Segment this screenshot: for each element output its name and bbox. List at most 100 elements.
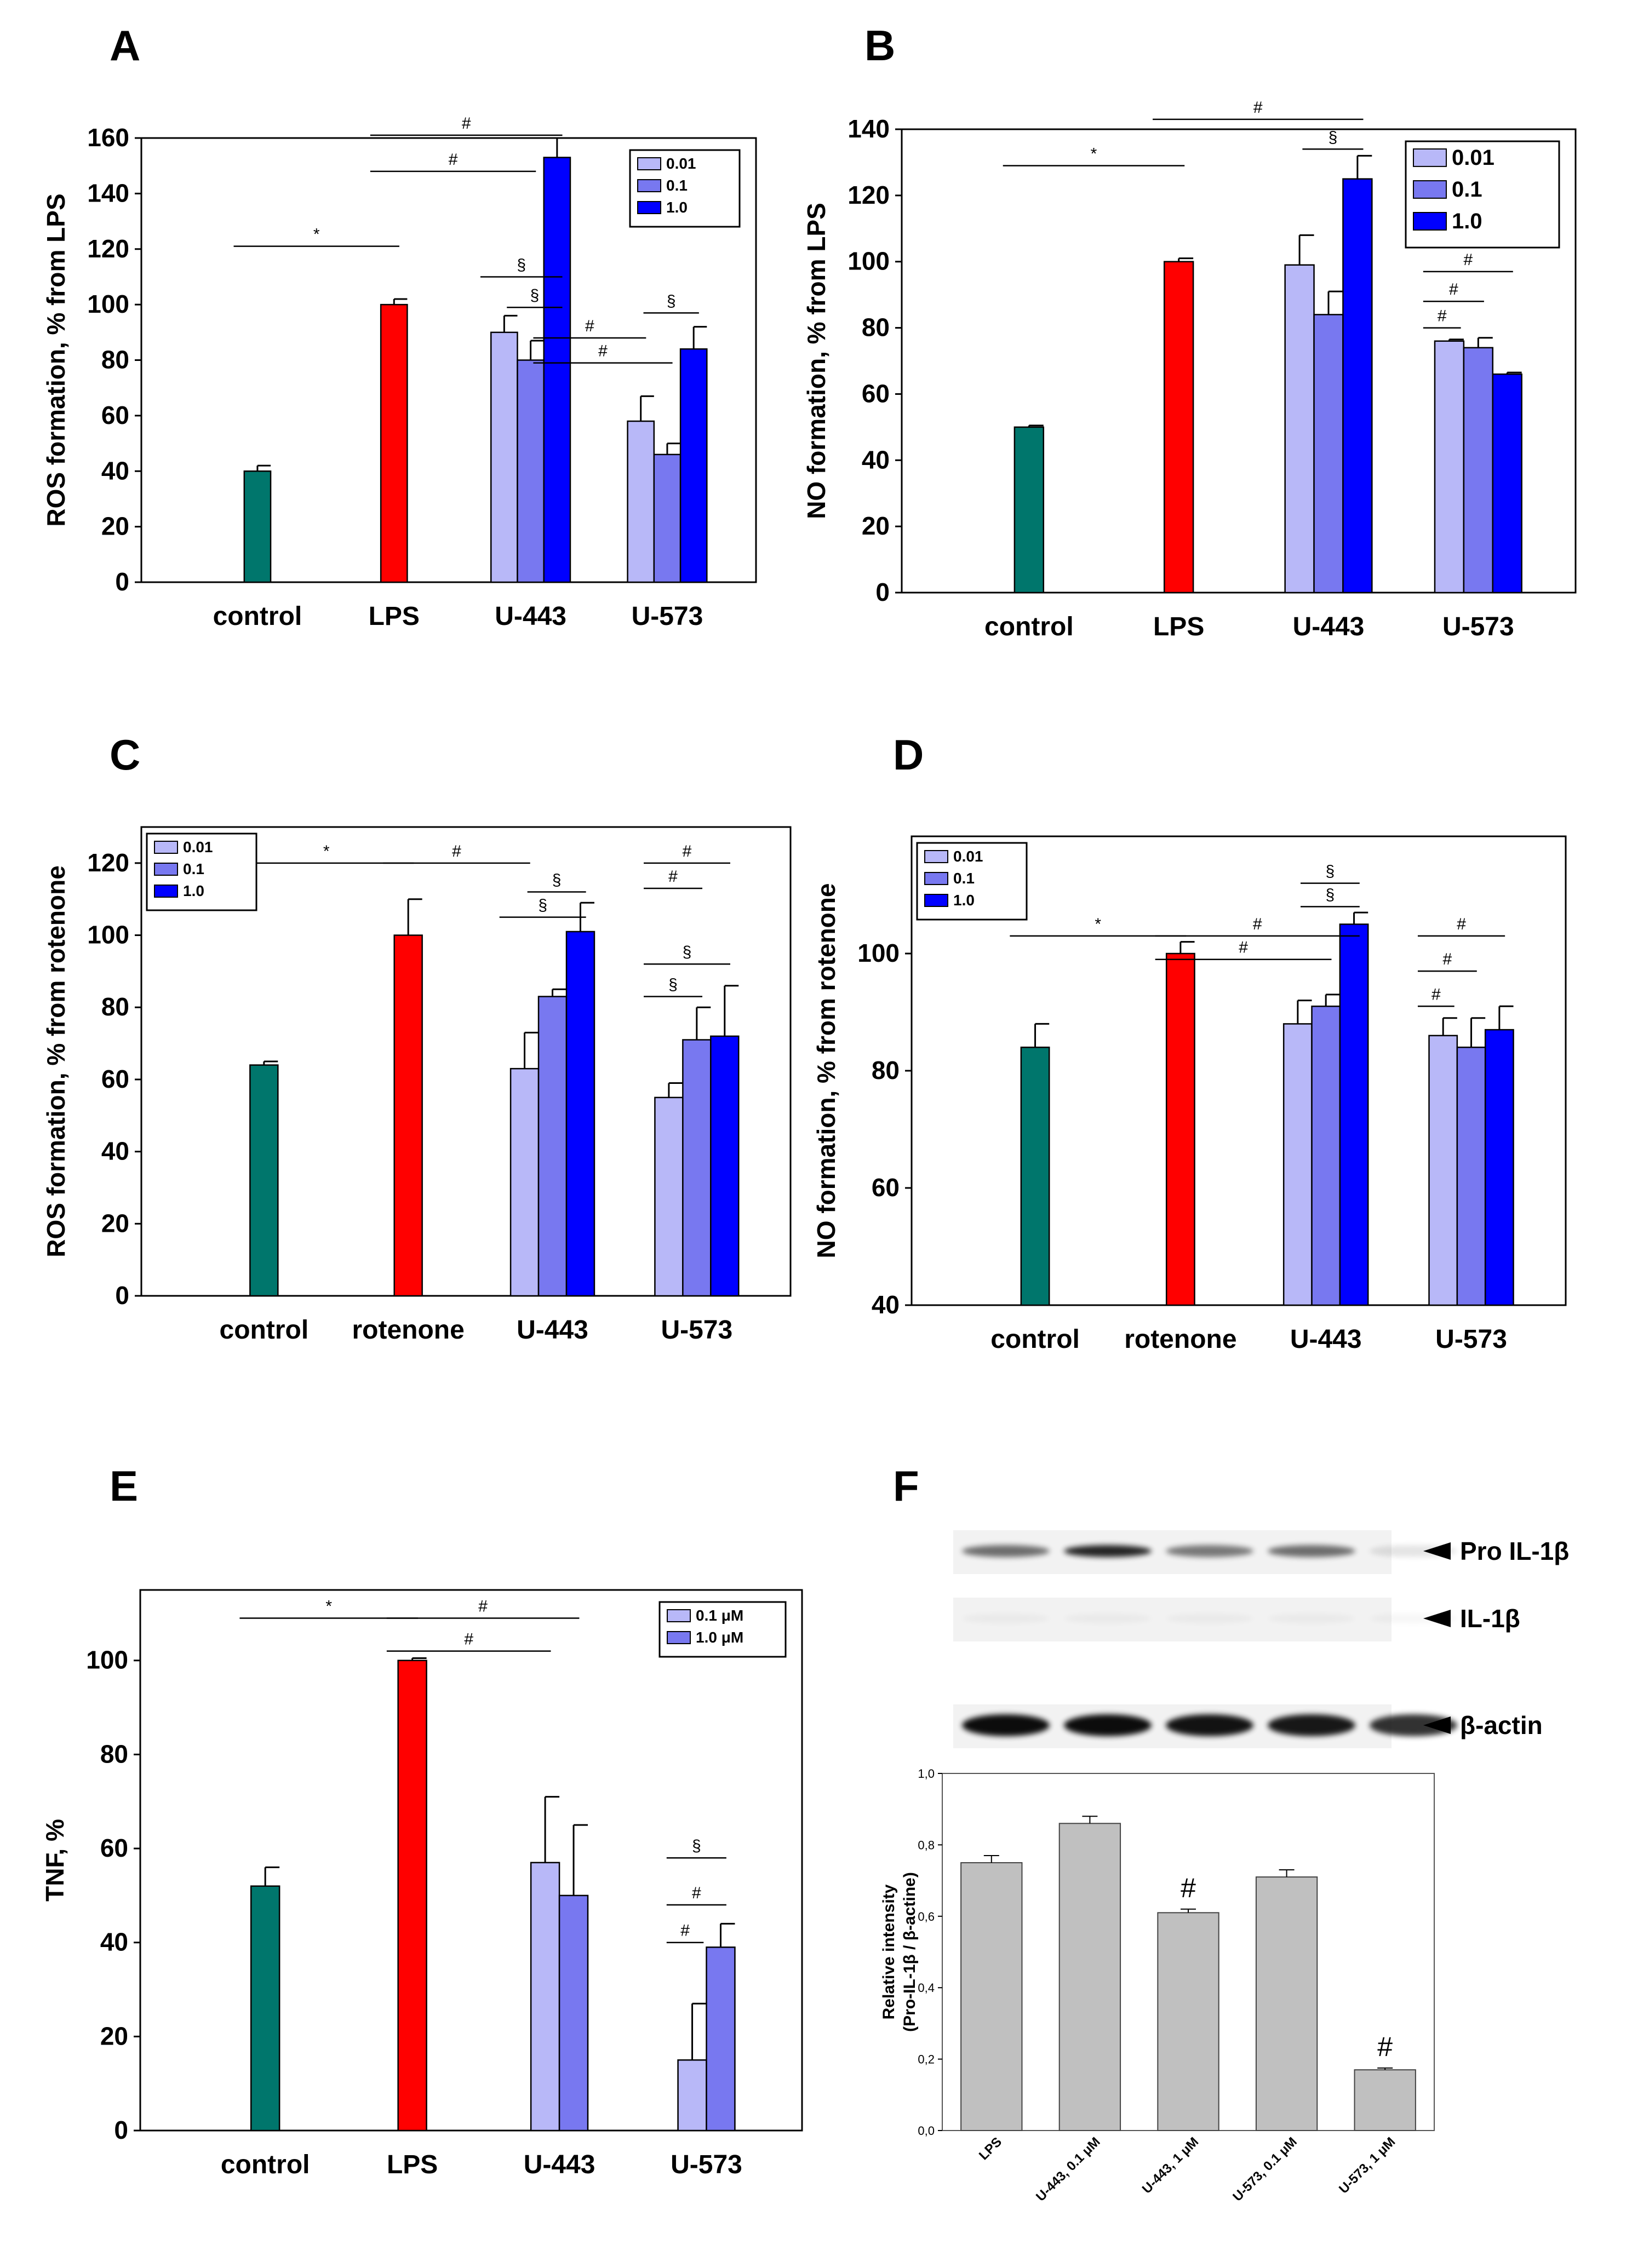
legend-swatch bbox=[924, 894, 948, 907]
category-label: rotenone bbox=[352, 1316, 464, 1345]
legend: 0.01 0.1 1.0 bbox=[916, 842, 1028, 921]
category-label: control bbox=[220, 1316, 309, 1345]
blot-band bbox=[962, 1714, 1050, 1736]
legend-label: 1.0 μM bbox=[696, 1629, 743, 1646]
category-label: U-573 bbox=[671, 2150, 742, 2179]
category-label: LPS bbox=[369, 602, 420, 631]
significance-mark: * bbox=[1091, 145, 1097, 163]
bar bbox=[537, 996, 568, 1297]
significance-mark: * bbox=[325, 1597, 332, 1615]
y-tick-label: 100 bbox=[848, 247, 890, 275]
bar bbox=[1456, 1046, 1486, 1306]
bar bbox=[565, 931, 595, 1297]
panel-e: E 0 20 40 60 80 100 TNF, % control LPS U-443 U-573 *… bbox=[41, 1462, 803, 2179]
y-axis-label: Relative intensity (Pro-IL-1β / β-actine) bbox=[880, 1872, 919, 2032]
bar bbox=[1284, 264, 1315, 594]
y-tick-label: 100 bbox=[857, 939, 900, 967]
significance-mark: § bbox=[1326, 886, 1335, 904]
panel-b: B 0 20 40 60 80 100 120 140 NO formation, % from … bbox=[802, 21, 1577, 641]
category-label: U-443 bbox=[1290, 1325, 1362, 1354]
blot-strip bbox=[953, 1598, 1392, 1641]
blot-band bbox=[962, 1545, 1050, 1557]
category-label: U-443 bbox=[495, 602, 566, 631]
legend-label: 0.1 bbox=[666, 177, 688, 194]
significance-mark: # bbox=[668, 868, 678, 886]
blot-label: Pro IL-1β bbox=[1460, 1537, 1569, 1565]
arrow-icon bbox=[1423, 1610, 1451, 1627]
significance-mark: # bbox=[1253, 99, 1263, 117]
bar bbox=[1342, 178, 1373, 594]
y-tick-label: 20 bbox=[862, 512, 890, 540]
significance-mark: # bbox=[585, 317, 594, 335]
blot-band bbox=[962, 1614, 1050, 1623]
significance-mark: § bbox=[1326, 863, 1335, 881]
legend-label: 0.1 bbox=[953, 870, 975, 887]
significance-mark: # bbox=[449, 151, 458, 169]
category-label: control bbox=[990, 1325, 1080, 1354]
bar bbox=[530, 1862, 560, 2132]
y-tick-label: 80 bbox=[101, 992, 129, 1021]
blot-band bbox=[1268, 1714, 1355, 1736]
legend-swatch bbox=[1413, 148, 1447, 167]
y-tick-label: 40 bbox=[862, 445, 890, 474]
bar bbox=[1255, 1876, 1318, 2132]
y-tick-label: 120 bbox=[848, 181, 890, 209]
legend-label: 1.0 bbox=[1452, 209, 1482, 233]
blot-band bbox=[1064, 1545, 1152, 1557]
significance-mark: # bbox=[1443, 950, 1452, 968]
bar bbox=[1339, 923, 1369, 1306]
bar bbox=[682, 1039, 712, 1297]
significance-mark: § bbox=[517, 256, 526, 274]
plot-frame bbox=[901, 128, 1577, 594]
panel-label: A bbox=[110, 21, 140, 70]
y-tick-label: 0,0 bbox=[918, 2124, 935, 2138]
significance-mark: # bbox=[1457, 915, 1466, 933]
legend-label: 0.1 bbox=[1452, 177, 1482, 202]
category-label: U-443, 0.1 μM bbox=[1033, 2134, 1103, 2204]
bar bbox=[677, 2059, 707, 2132]
bar bbox=[1020, 1046, 1050, 1306]
bar bbox=[250, 1885, 280, 2132]
y-tick-label: 80 bbox=[862, 313, 890, 342]
legend: 0.01 0.1 1.0 bbox=[1405, 140, 1560, 249]
plot-frame bbox=[140, 826, 792, 1297]
legend: 0.01 0.1 1.0 bbox=[629, 149, 741, 228]
bar bbox=[653, 453, 682, 583]
panel-label: E bbox=[110, 1462, 138, 1510]
bar bbox=[1282, 1023, 1313, 1306]
y-tick-label: 0 bbox=[115, 567, 129, 596]
category-label: U-443 bbox=[524, 2150, 595, 2179]
panel-label: C bbox=[110, 731, 140, 779]
bar bbox=[960, 1862, 1023, 2131]
legend-label: 0.01 bbox=[666, 155, 696, 172]
category-label: U-443 bbox=[517, 1316, 588, 1345]
bar bbox=[1313, 314, 1344, 594]
significance-mark: § bbox=[692, 1837, 701, 1855]
legend-label: 1.0 bbox=[666, 199, 688, 216]
category-label: LPS bbox=[387, 2150, 438, 2179]
category-label: control bbox=[984, 612, 1074, 641]
y-tick-label: 60 bbox=[101, 1065, 129, 1093]
legend-swatch bbox=[924, 872, 948, 885]
significance-mark: # bbox=[1377, 2031, 1393, 2062]
panel-d: D 40 60 80 100 NO formation, % from rotenone c… bbox=[812, 731, 1567, 1354]
legend-swatch bbox=[637, 179, 661, 192]
bar bbox=[397, 1660, 427, 2132]
significance-mark: # bbox=[478, 1597, 488, 1615]
significance-mark: § bbox=[667, 292, 676, 310]
arrow-icon bbox=[1423, 1542, 1451, 1560]
significance-mark: # bbox=[452, 842, 461, 860]
blot-band bbox=[1268, 1614, 1355, 1623]
legend-label: 0.1 bbox=[183, 860, 204, 877]
blot-band bbox=[1370, 1714, 1457, 1736]
significance-mark: # bbox=[1431, 985, 1441, 1003]
y-tick-label: 60 bbox=[101, 401, 129, 429]
panel-label: F bbox=[893, 1462, 919, 1510]
y-tick-label: 0,4 bbox=[918, 1981, 935, 1995]
y-axis-label: ROS formation, % from rotenone bbox=[42, 865, 70, 1258]
bar bbox=[1013, 426, 1045, 594]
category-label: U-573, 1 μM bbox=[1336, 2134, 1398, 2196]
significance-mark: § bbox=[683, 943, 692, 961]
blot-band bbox=[1166, 1614, 1253, 1623]
bar bbox=[654, 1096, 684, 1297]
